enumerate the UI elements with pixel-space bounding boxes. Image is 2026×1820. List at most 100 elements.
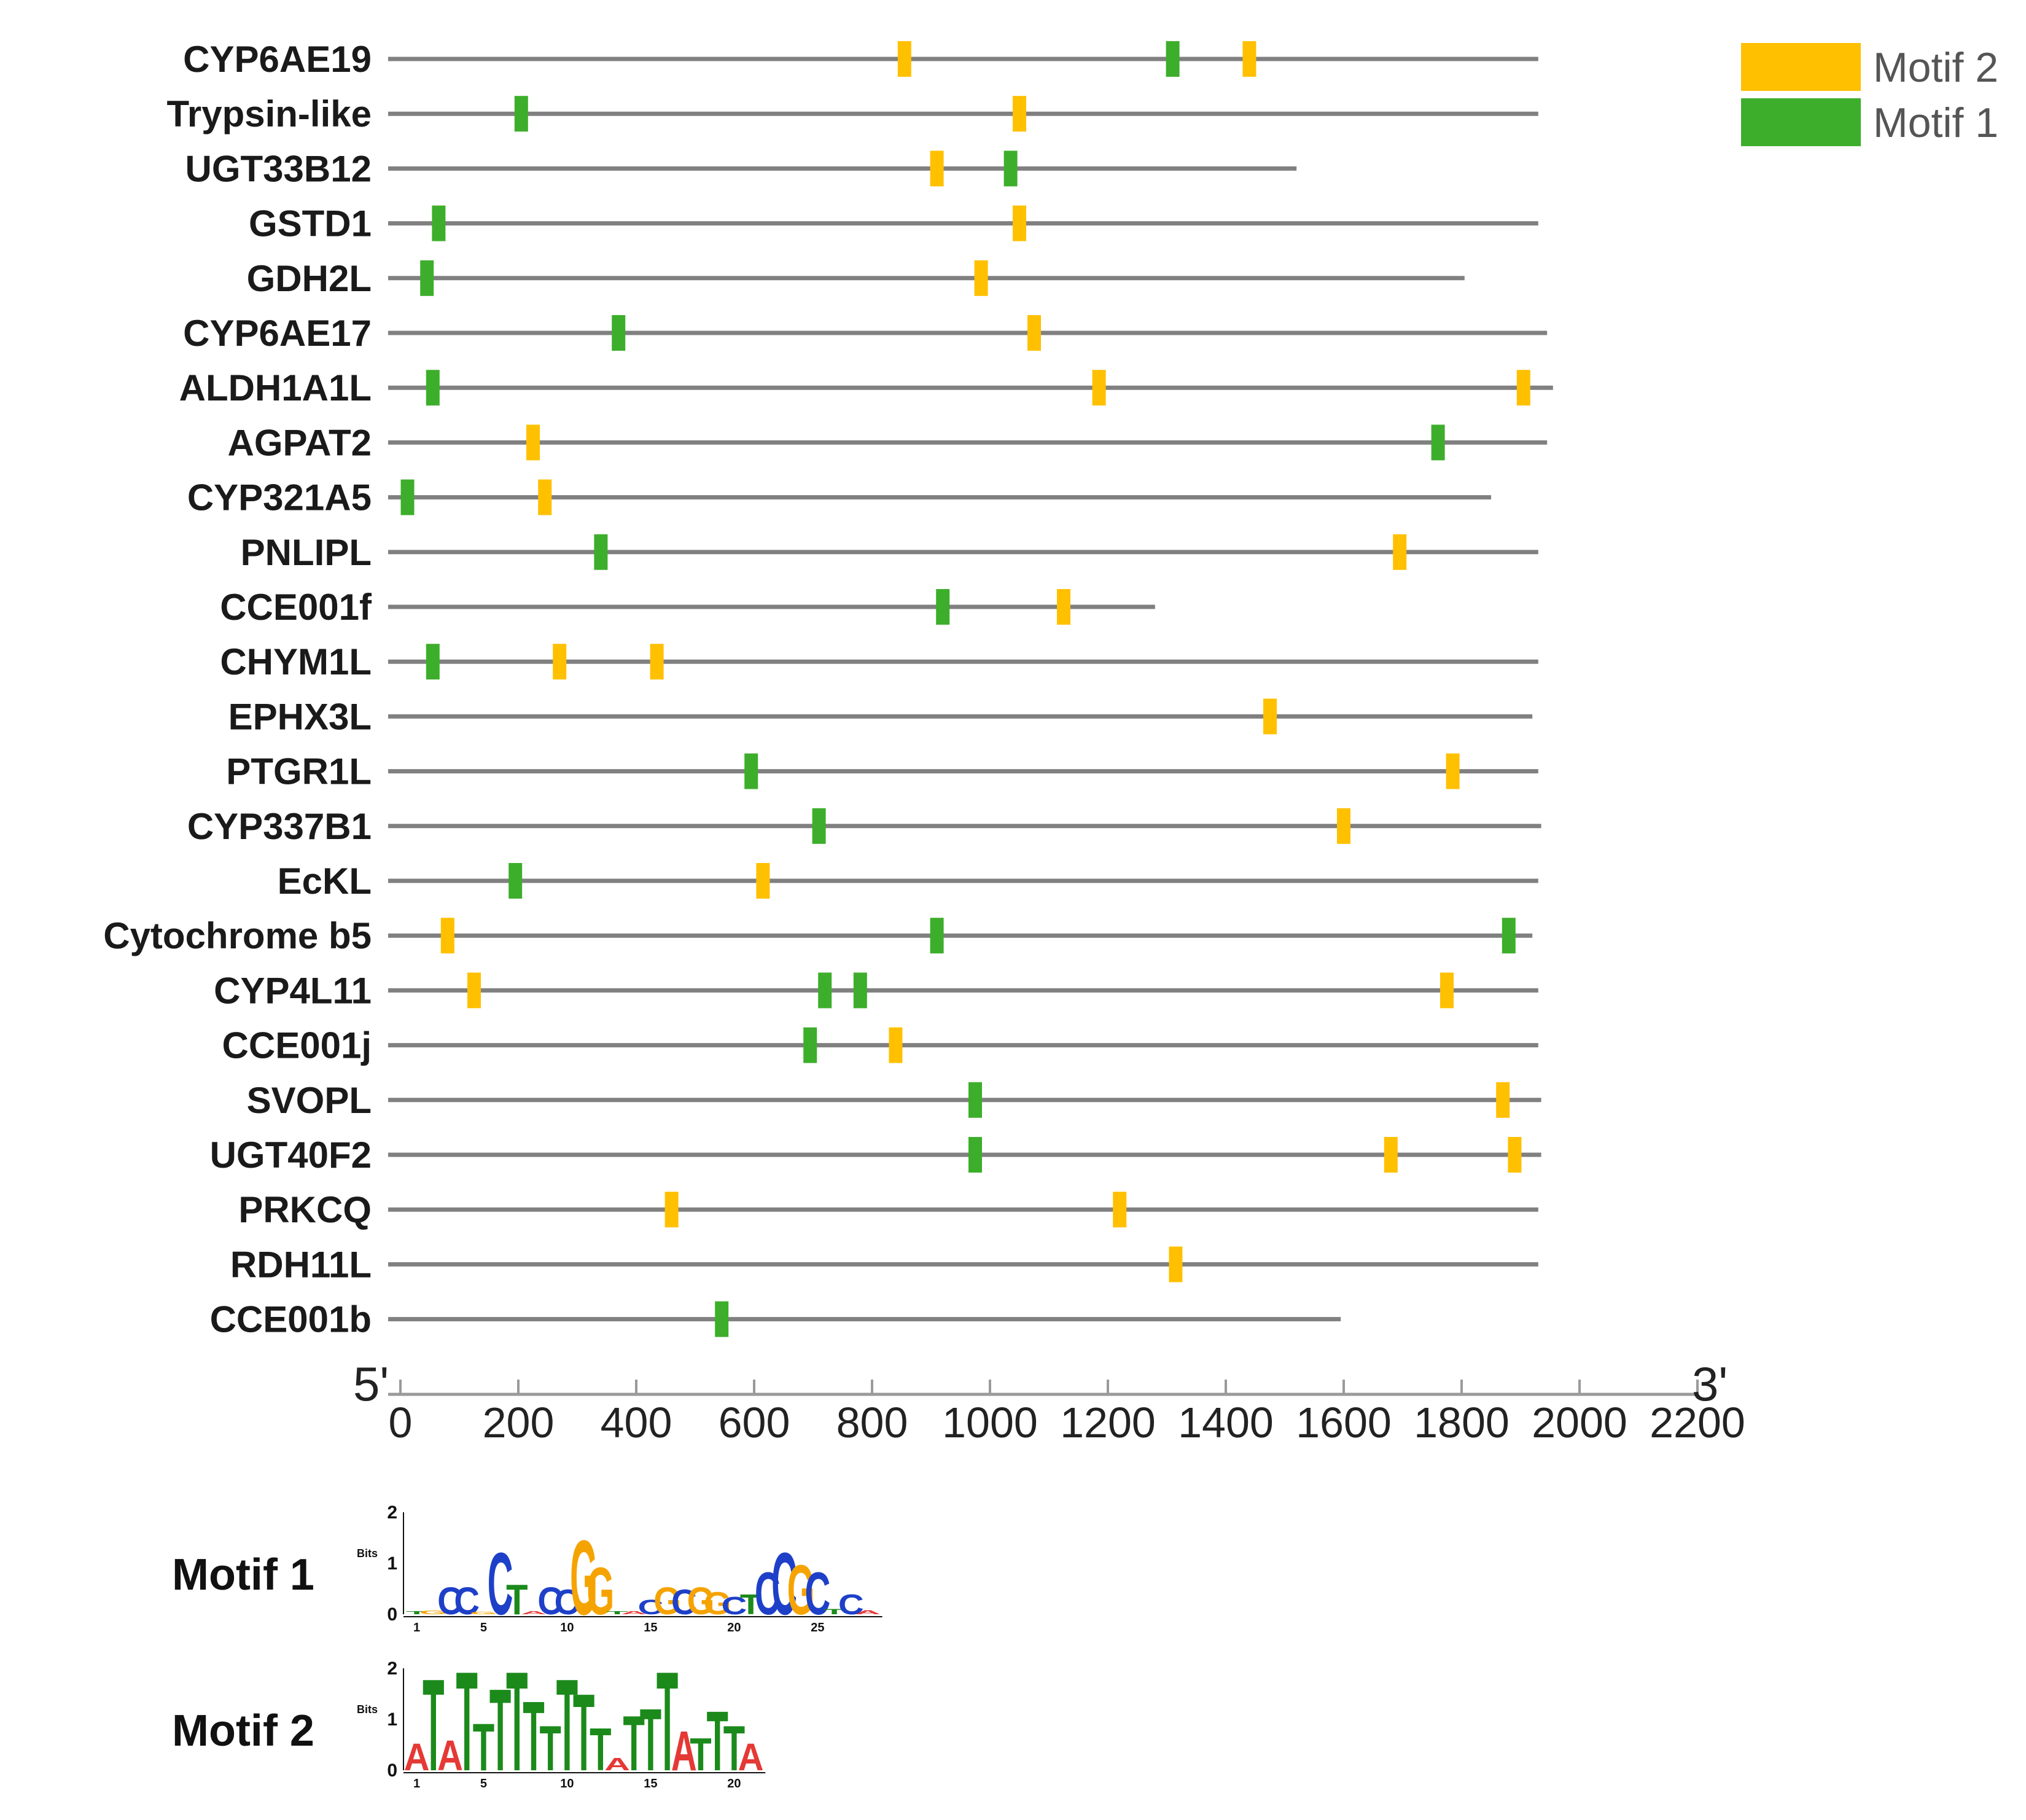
gene-row: Trypsin-like (167, 93, 1538, 135)
axis-tick-label: 1800 (1414, 1399, 1510, 1447)
motif2-mark (1384, 1137, 1398, 1173)
gene-row: CCE001f (220, 587, 1155, 628)
logo-letter: T (556, 1653, 578, 1799)
logo-letter: G (704, 1585, 731, 1621)
logo-letter: G (419, 1610, 447, 1615)
gene-label: CCE001f (220, 587, 372, 628)
logo-x-tick: 20 (727, 1621, 741, 1634)
logo-letter: T (473, 1709, 494, 1785)
logo-letter: G (586, 1553, 614, 1629)
logo-y-tick: 1 (387, 1553, 397, 1574)
axis-tick-label: 400 (601, 1399, 672, 1447)
legend-label: Motif 2 (1873, 44, 1998, 91)
gene-label: PTGR1L (226, 751, 372, 792)
motif2-mark (440, 918, 454, 954)
motif1-mark (1502, 918, 1516, 954)
logo-letter: C (437, 1579, 463, 1623)
gene-row: GDH2L (247, 258, 1465, 299)
motif2-mark (553, 644, 567, 680)
motif2-mark (897, 41, 911, 77)
logo-x-tick: 10 (560, 1777, 574, 1791)
motif1-mark (812, 808, 826, 844)
motif1-mark (420, 260, 434, 296)
logo-y-label: Bits (357, 1547, 378, 1560)
logo-letter: T (573, 1672, 594, 1794)
gene-row: GSTD1 (249, 203, 1538, 244)
motif2-mark (930, 150, 944, 187)
motif2-mark (1496, 1082, 1510, 1118)
logo-letter: T (456, 1642, 478, 1801)
gene-label: UGT40F2 (210, 1135, 372, 1176)
logo-letter: T (723, 1713, 745, 1784)
position-axis: 0 200 400 600 800 1000 1200 1400 1600 1800 2000 220… (353, 1357, 1745, 1447)
logo-letter: C (637, 1596, 663, 1619)
motif1-mark (803, 1027, 817, 1063)
motif2-mark (1092, 370, 1106, 406)
motif1-mark (1166, 41, 1180, 77)
axis-tick-label: 600 (719, 1399, 790, 1447)
motif2-mark (1508, 1137, 1522, 1173)
gene-row: PNLIPL (241, 532, 1538, 573)
logo-letter: T (506, 1576, 528, 1623)
logo-letter: C (755, 1560, 781, 1628)
motif1-mark (426, 370, 440, 406)
gene-row: SVOPL (247, 1080, 1541, 1121)
motif1-mark (432, 205, 446, 241)
axis-tick-label: 2000 (1532, 1399, 1627, 1447)
motif1-mark (715, 1301, 729, 1337)
axis-tick-label: 200 (483, 1399, 555, 1447)
motif1-mark (968, 1082, 982, 1118)
motif1-mark (612, 315, 626, 351)
logo-letter: A (671, 1719, 697, 1783)
logo-letter: C (554, 1583, 580, 1622)
gene-row: Cytochrome b5 (103, 915, 1533, 956)
gene-label: Trypsin-like (167, 93, 372, 135)
motif2-mark (889, 1027, 903, 1063)
logo-letter: A (404, 1735, 430, 1779)
motif2-mark (664, 1192, 679, 1228)
logo-letter: T (406, 1611, 427, 1615)
gene-row: AGPAT2 (228, 422, 1548, 463)
logo-letter: T (824, 1608, 846, 1616)
motif2-mark (1113, 1192, 1127, 1228)
gene-label: CYP337B1 (187, 806, 372, 847)
logo-letter: C (721, 1592, 747, 1620)
motif2-mark (1440, 972, 1454, 1009)
motif2-mark (538, 479, 552, 515)
gene-row: CYP6AE17 (183, 313, 1548, 354)
logo-letter: A (437, 1732, 463, 1779)
axis-tick-label: 1200 (1060, 1399, 1156, 1447)
gene-label: CYP6AE19 (183, 39, 372, 80)
gene-label: PNLIPL (241, 532, 372, 573)
legend: Motif 2 Motif 1 (1741, 43, 1998, 146)
gene-label: CYP321A5 (187, 477, 372, 518)
gene-row: EcKL (278, 861, 1538, 902)
logo-title: Motif 1 (172, 1550, 314, 1599)
gene-label: CHYM1L (220, 641, 372, 682)
logo-y-tick: 0 (387, 1760, 397, 1781)
logo-letter: T (506, 1642, 528, 1801)
logo-y-tick: 0 (387, 1604, 397, 1625)
logo-letter: G (470, 1611, 497, 1615)
logo-letter: T (657, 1642, 678, 1801)
logo-letter: T (423, 1653, 444, 1799)
axis-tick-label: 1400 (1178, 1399, 1274, 1447)
motif2-mark (1337, 808, 1350, 844)
motif1-mark (514, 96, 528, 132)
logo-letter: T (640, 1691, 661, 1789)
motif2-mark (1057, 589, 1070, 625)
gene-row: CCE001j (222, 1025, 1538, 1066)
axis-tick-label: 2200 (1650, 1399, 1745, 1447)
logo-letter: T (707, 1694, 728, 1789)
motif1-mark (1431, 424, 1445, 461)
logo-letter: A (604, 1754, 630, 1774)
motif2-mark (974, 260, 988, 296)
motif2-mark (526, 424, 540, 461)
logo-x-tick: 15 (644, 1777, 657, 1791)
axis-tick-label: 1600 (1296, 1399, 1392, 1447)
logo-y-tick: 1 (387, 1709, 397, 1730)
motif1-mark (930, 918, 944, 954)
motif2-mark (1393, 534, 1407, 570)
